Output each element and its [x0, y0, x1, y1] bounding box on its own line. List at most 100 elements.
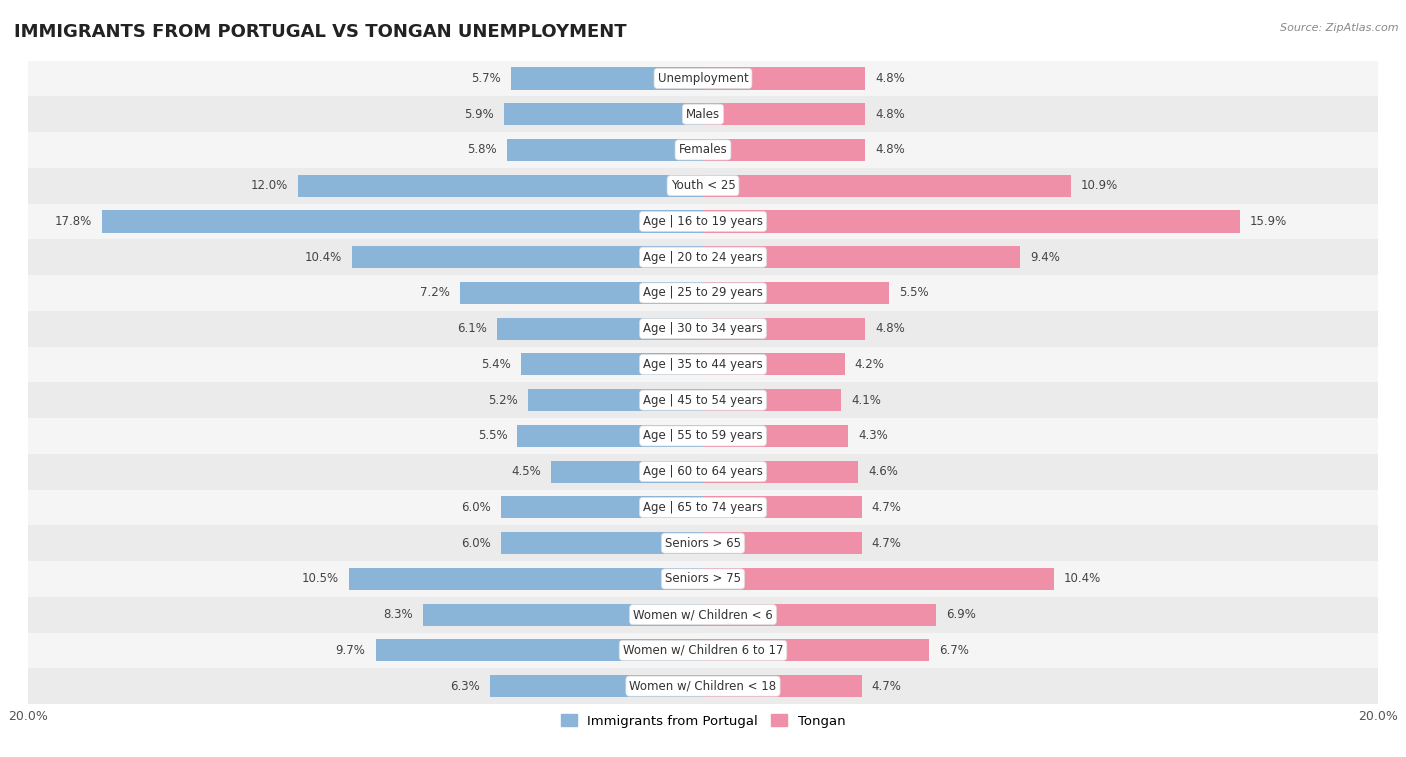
- Bar: [703, 460, 858, 483]
- Text: 6.0%: 6.0%: [461, 501, 491, 514]
- Bar: [703, 568, 1054, 590]
- Bar: [28, 204, 1378, 239]
- Text: 6.9%: 6.9%: [946, 608, 976, 621]
- Bar: [703, 425, 848, 447]
- Bar: [703, 318, 865, 340]
- Bar: [703, 354, 845, 375]
- Text: 6.0%: 6.0%: [461, 537, 491, 550]
- Bar: [28, 633, 1378, 668]
- Bar: [28, 61, 1378, 96]
- Bar: [501, 497, 703, 519]
- Bar: [703, 139, 865, 161]
- Bar: [28, 525, 1378, 561]
- Text: 10.5%: 10.5%: [301, 572, 339, 585]
- Text: 12.0%: 12.0%: [250, 179, 288, 192]
- Bar: [703, 282, 889, 304]
- Text: 7.2%: 7.2%: [420, 286, 450, 300]
- Bar: [349, 568, 703, 590]
- Bar: [703, 210, 1240, 232]
- Bar: [423, 603, 703, 626]
- Text: Seniors > 75: Seniors > 75: [665, 572, 741, 585]
- Text: 10.9%: 10.9%: [1081, 179, 1118, 192]
- Bar: [491, 675, 703, 697]
- Bar: [498, 318, 703, 340]
- Text: Age | 35 to 44 years: Age | 35 to 44 years: [643, 358, 763, 371]
- Bar: [28, 490, 1378, 525]
- Text: 5.5%: 5.5%: [478, 429, 508, 442]
- Text: Age | 16 to 19 years: Age | 16 to 19 years: [643, 215, 763, 228]
- Text: 5.2%: 5.2%: [488, 394, 517, 407]
- Text: 9.4%: 9.4%: [1031, 251, 1060, 263]
- Bar: [703, 603, 936, 626]
- Text: 5.8%: 5.8%: [468, 143, 498, 157]
- Text: Males: Males: [686, 107, 720, 120]
- Text: Age | 60 to 64 years: Age | 60 to 64 years: [643, 465, 763, 478]
- Bar: [298, 175, 703, 197]
- Text: 17.8%: 17.8%: [55, 215, 93, 228]
- Text: 10.4%: 10.4%: [305, 251, 342, 263]
- Bar: [28, 132, 1378, 168]
- Legend: Immigrants from Portugal, Tongan: Immigrants from Portugal, Tongan: [555, 709, 851, 733]
- Bar: [510, 67, 703, 89]
- Text: 9.7%: 9.7%: [336, 644, 366, 657]
- Text: IMMIGRANTS FROM PORTUGAL VS TONGAN UNEMPLOYMENT: IMMIGRANTS FROM PORTUGAL VS TONGAN UNEMP…: [14, 23, 627, 41]
- Text: 4.1%: 4.1%: [852, 394, 882, 407]
- Bar: [517, 425, 703, 447]
- Text: 4.8%: 4.8%: [875, 143, 905, 157]
- Text: Females: Females: [679, 143, 727, 157]
- Text: 4.5%: 4.5%: [512, 465, 541, 478]
- Bar: [28, 347, 1378, 382]
- Bar: [375, 640, 703, 662]
- Text: 10.4%: 10.4%: [1064, 572, 1101, 585]
- Text: Source: ZipAtlas.com: Source: ZipAtlas.com: [1281, 23, 1399, 33]
- Bar: [503, 103, 703, 125]
- Bar: [28, 96, 1378, 132]
- Text: 4.3%: 4.3%: [858, 429, 889, 442]
- Text: Women w/ Children < 18: Women w/ Children < 18: [630, 680, 776, 693]
- Bar: [703, 532, 862, 554]
- Bar: [703, 497, 862, 519]
- Bar: [703, 175, 1071, 197]
- Text: 6.1%: 6.1%: [457, 322, 486, 335]
- Text: Age | 65 to 74 years: Age | 65 to 74 years: [643, 501, 763, 514]
- Bar: [527, 389, 703, 411]
- Bar: [352, 246, 703, 268]
- Text: 5.9%: 5.9%: [464, 107, 494, 120]
- Text: 6.3%: 6.3%: [450, 680, 481, 693]
- Text: 4.7%: 4.7%: [872, 680, 901, 693]
- Bar: [28, 668, 1378, 704]
- Text: 6.7%: 6.7%: [939, 644, 969, 657]
- Bar: [551, 460, 703, 483]
- Text: Age | 45 to 54 years: Age | 45 to 54 years: [643, 394, 763, 407]
- Bar: [703, 389, 841, 411]
- Bar: [28, 453, 1378, 490]
- Text: 4.6%: 4.6%: [869, 465, 898, 478]
- Text: Age | 25 to 29 years: Age | 25 to 29 years: [643, 286, 763, 300]
- Bar: [501, 532, 703, 554]
- Bar: [28, 597, 1378, 633]
- Bar: [703, 675, 862, 697]
- Text: 4.8%: 4.8%: [875, 107, 905, 120]
- Bar: [28, 311, 1378, 347]
- Bar: [703, 640, 929, 662]
- Text: 5.5%: 5.5%: [898, 286, 928, 300]
- Text: Age | 20 to 24 years: Age | 20 to 24 years: [643, 251, 763, 263]
- Text: 4.8%: 4.8%: [875, 322, 905, 335]
- Text: 4.8%: 4.8%: [875, 72, 905, 85]
- Text: Youth < 25: Youth < 25: [671, 179, 735, 192]
- Bar: [703, 103, 865, 125]
- Bar: [460, 282, 703, 304]
- Text: 4.7%: 4.7%: [872, 537, 901, 550]
- Text: 8.3%: 8.3%: [384, 608, 413, 621]
- Text: Unemployment: Unemployment: [658, 72, 748, 85]
- Bar: [103, 210, 703, 232]
- Text: 4.2%: 4.2%: [855, 358, 884, 371]
- Text: Age | 30 to 34 years: Age | 30 to 34 years: [643, 322, 763, 335]
- Bar: [28, 418, 1378, 453]
- Bar: [508, 139, 703, 161]
- Bar: [703, 246, 1021, 268]
- Text: 15.9%: 15.9%: [1250, 215, 1286, 228]
- Text: 5.7%: 5.7%: [471, 72, 501, 85]
- Bar: [28, 168, 1378, 204]
- Text: Women w/ Children 6 to 17: Women w/ Children 6 to 17: [623, 644, 783, 657]
